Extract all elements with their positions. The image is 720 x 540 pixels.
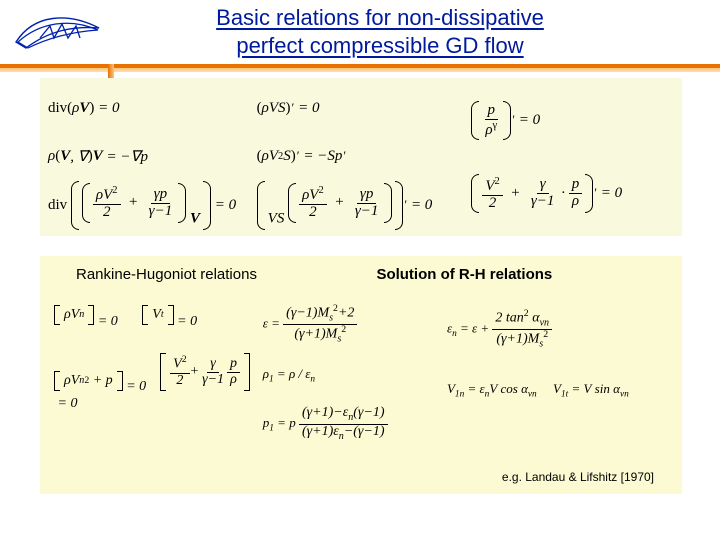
lower-panel: Rankine-Hugoniot relations Solution of R… (40, 256, 682, 494)
eq-c3-r2: V22 + γγ−1 · pρ ′ = 0 (465, 170, 674, 218)
citation: e.g. Landau & Lifshitz [1970] (502, 470, 654, 484)
rh-column: ρVn = 0 Vt = 0 ρVn2 + p = 0 V22 + γγ−1 p… (54, 293, 263, 453)
top-equations-panel: div(ρV) = 0 ρ(V, ∇)V = −∇p div ρV22 + γp… (40, 78, 682, 236)
eq-col-1: div(ρV) = 0 ρ(V, ∇)V = −∇p div ρV22 + γp… (48, 84, 257, 230)
sol-m-r1: ε = (γ−1)Ms2+2 (γ+1)Ms2 (263, 304, 447, 345)
sol-m-r2: ρ1 = ρ / εn (263, 366, 447, 385)
title-line-1: Basic relations for non-dissipative (216, 5, 544, 30)
eq-c2-r2: (ρV2S)′ = −Sp′ (257, 133, 466, 181)
sol-col-mid: ε = (γ−1)Ms2+2 (γ+1)Ms2 ρ1 = ρ / εn p1 =… (263, 293, 447, 453)
sol-m-r3: p1 = p (γ+1)−εn(γ−1) (γ+1)εn−(γ−1) (263, 406, 447, 442)
slide-title: Basic relations for non-dissipative perf… (180, 4, 580, 59)
rh-r1: ρVn = 0 Vt = 0 (54, 305, 263, 330)
eq-c1-r2: ρ(V, ∇)V = −∇p (48, 133, 257, 181)
eq-col-3: pργ ′ = 0 V22 + γγ−1 · pρ ′ = 0 (465, 84, 674, 230)
eq-c2-r1: (ρVS)′ = 0 (257, 84, 466, 132)
eq-col-2: (ρVS)′ = 0 (ρV2S)′ = −Sp′ VS ρV22 + γpγ−… (257, 84, 466, 230)
eq-c1-r3: div ρV22 + γpγ−1 V = 0 (48, 181, 257, 230)
eq-c3-r1: pργ ′ = 0 (465, 97, 674, 145)
title-line-2: perfect compressible GD flow (236, 33, 523, 58)
eq-c1-r1: div(ρV) = 0 (48, 84, 257, 132)
sol-r-r1: εn = ε + 2 tan2 αvn (γ+1)Ms2 (447, 309, 668, 350)
sol-r-r2: V1n = εnV cos αvn V1t = V sin αvn (447, 381, 668, 400)
heading-sol: Solution of R-H relations (336, 266, 668, 283)
rh-r2: ρVn2 + p = 0 V22 + γγ−1 pρ = 0 (54, 353, 263, 411)
eq-c2-r3: VS ρV22 + γpγ−1 ′ = 0 (257, 181, 466, 230)
heading-rh: Rankine-Hugoniot relations (54, 266, 336, 283)
sol-col-right: εn = ε + 2 tan2 αvn (γ+1)Ms2 V1n = εnV c… (447, 293, 668, 453)
logo (14, 8, 102, 54)
